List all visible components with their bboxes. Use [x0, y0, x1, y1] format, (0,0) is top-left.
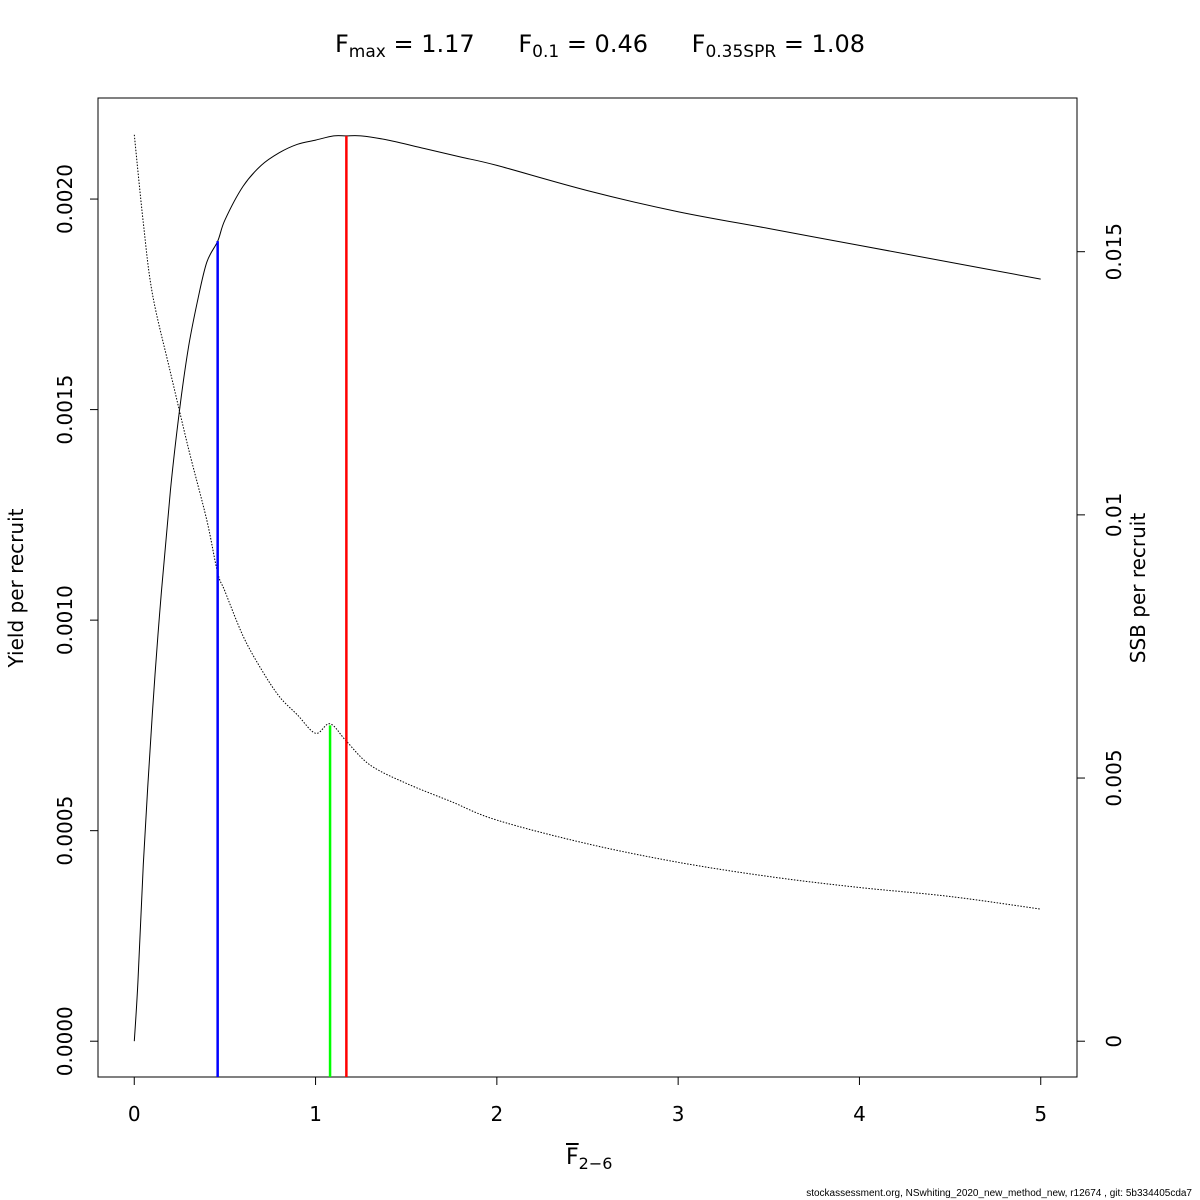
x-tick-label: 5 — [1034, 1102, 1047, 1126]
y-right-tick-label: 0.01 — [1102, 493, 1126, 538]
y-right-tick-label: 0 — [1102, 1035, 1126, 1048]
y-right-tick-label: 0.005 — [1102, 749, 1126, 806]
x-tick-label: 1 — [309, 1102, 322, 1126]
y-left-tick-label: 0.0010 — [53, 585, 77, 655]
y-left-tick-label: 0.0005 — [53, 796, 77, 866]
y-left-tick-label: 0.0015 — [53, 375, 77, 445]
title-f035spr: F0.35SPR = 1.08 — [691, 30, 865, 62]
footer-credit: stockassessment.org, NSwhiting_2020_new_… — [806, 1188, 1192, 1199]
y-left-tick-label: 0.0000 — [53, 1006, 77, 1076]
chart-title: Fmax = 1.17 F0.1 = 0.46 F0.35SPR = 1.08 — [0, 30, 1200, 62]
x-tick-label: 4 — [853, 1102, 866, 1126]
ssb-per-recruit-line — [133, 134, 1041, 910]
x-tick-label: 3 — [672, 1102, 685, 1126]
y-axis-left-label: Yield per recruit — [4, 508, 28, 668]
x-axis-label: F2−6 — [566, 1145, 613, 1173]
title-f01: F0.1 = 0.46 — [518, 30, 648, 62]
y-right-tick-label: 0.015 — [1102, 223, 1126, 280]
yield-per-recruit-line — [133, 135, 1041, 1042]
x-tick-label: 0 — [128, 1102, 141, 1126]
y-left-tick-label: 0.0020 — [53, 164, 77, 234]
x-tick-label: 2 — [490, 1102, 503, 1126]
plot-frame — [97, 97, 1078, 1078]
title-fmax: Fmax = 1.17 — [334, 30, 475, 62]
y-axis-right-label: SSB per recruit — [1126, 512, 1150, 664]
